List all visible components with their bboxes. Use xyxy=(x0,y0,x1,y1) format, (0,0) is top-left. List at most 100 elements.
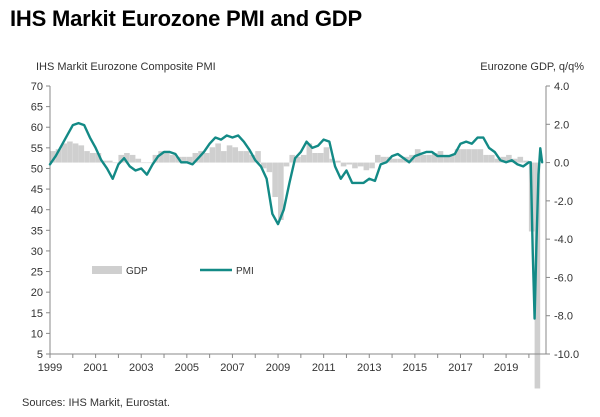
left-axis-label: IHS Markit Eurozone Composite PMI xyxy=(36,61,216,73)
gdp-bar xyxy=(300,154,307,163)
gdp-bar xyxy=(369,162,375,169)
gdp-bar xyxy=(118,154,124,163)
gdp-bar xyxy=(517,156,524,163)
gdp-bar xyxy=(192,153,199,163)
gdp-bar xyxy=(186,156,193,163)
gdp-bar xyxy=(335,160,341,163)
gdp-bar xyxy=(289,154,296,163)
gdp-bar xyxy=(112,162,119,164)
left-tick-label: 40 xyxy=(31,205,43,217)
gdp-bar xyxy=(215,143,221,163)
gdp-bar xyxy=(158,151,164,163)
gdp-bar xyxy=(523,160,529,163)
gdp-bar xyxy=(340,162,347,167)
gdp-bar xyxy=(238,151,244,163)
gdp-bar xyxy=(471,149,478,163)
gdp-bar xyxy=(278,162,284,220)
gdp-bar xyxy=(483,154,489,163)
left-tick-label: 20 xyxy=(31,287,43,299)
right-tick-label: 4.0 xyxy=(554,81,569,93)
gdp-bar xyxy=(346,162,353,165)
gdp-bar xyxy=(72,143,79,163)
left-tick-label: 65 xyxy=(31,102,43,114)
gdp-bar xyxy=(317,153,324,163)
gdp-bar xyxy=(203,153,210,163)
left-tick-label: 25 xyxy=(31,267,43,279)
gdp-bar xyxy=(431,153,438,163)
x-tick-label: 2007 xyxy=(220,362,244,374)
left-tick-label: 5 xyxy=(37,349,43,361)
gdp-bar xyxy=(357,162,364,167)
gdp-bar xyxy=(146,162,153,164)
x-tick-label: 2015 xyxy=(403,362,427,374)
gdp-bar xyxy=(243,151,250,163)
left-tick-label: 45 xyxy=(31,184,43,196)
gdp-bar xyxy=(226,145,233,163)
gdp-bar xyxy=(494,158,501,163)
gdp-bar xyxy=(500,156,506,163)
gdp-bar xyxy=(420,154,427,163)
gdp-bar xyxy=(95,153,102,163)
gdp-bar xyxy=(255,151,261,163)
gdp-bar xyxy=(511,158,518,163)
x-tick-label: 2001 xyxy=(83,362,107,374)
gdp-bar xyxy=(232,147,239,163)
left-tick-label: 70 xyxy=(31,81,43,93)
axes xyxy=(46,85,550,358)
gdp-bar xyxy=(392,158,398,163)
x-tick-label: 1999 xyxy=(38,362,62,374)
pmi-line xyxy=(48,121,544,320)
gdp-bar xyxy=(477,149,484,163)
x-tick-label: 2017 xyxy=(448,362,472,374)
gdp-bar xyxy=(397,158,404,163)
gdp-bar xyxy=(266,162,273,173)
left-tick-label: 10 xyxy=(31,328,43,340)
legend-gdp-swatch xyxy=(92,266,122,274)
gdp-bar xyxy=(50,151,56,163)
gdp-bars xyxy=(50,141,541,389)
right-tick-label: 2.0 xyxy=(554,119,569,131)
gdp-bar xyxy=(506,154,512,163)
gdp-bar xyxy=(181,156,187,163)
gdp-bar xyxy=(460,149,467,163)
gdp-bar xyxy=(124,153,130,163)
source-note: Sources: IHS Markit, Eurostat. xyxy=(22,397,170,409)
gdp-bar xyxy=(84,151,90,163)
legend-pmi-label: PMI xyxy=(236,266,254,277)
gdp-bar xyxy=(89,153,96,163)
x-tick-label: 2019 xyxy=(494,362,518,374)
gdp-bar xyxy=(323,147,330,163)
right-tick-label: -8.0 xyxy=(554,311,573,323)
x-tick-label: 2009 xyxy=(266,362,290,374)
gdp-bar xyxy=(380,156,387,163)
gdp-bar xyxy=(295,156,301,163)
left-tick-labels: 70 65 60 55 50 45 40 35 30 25 20 15 10 5 xyxy=(31,81,43,361)
x-tick-label: 2011 xyxy=(312,362,336,374)
gdp-bar xyxy=(329,158,335,163)
gdp-bar xyxy=(141,162,147,164)
gdp-bar xyxy=(78,145,85,163)
left-tick-label: 55 xyxy=(31,143,43,155)
right-tick-label: -6.0 xyxy=(554,272,573,284)
right-tick-label: -4.0 xyxy=(554,234,573,246)
left-tick-label: 15 xyxy=(31,308,43,320)
gdp-bar xyxy=(135,158,142,163)
gdp-bar xyxy=(443,156,449,163)
x-tick-label: 2005 xyxy=(175,362,199,374)
x-tick-label: 2003 xyxy=(129,362,153,374)
right-tick-label: -2.0 xyxy=(554,196,573,208)
gdp-bar xyxy=(312,153,318,163)
gdp-bar xyxy=(164,153,170,163)
left-tick-label: 60 xyxy=(31,122,43,134)
gdp-bar xyxy=(221,151,227,163)
right-axis-label: Eurozone GDP, q/q% xyxy=(480,61,584,73)
left-tick-label: 30 xyxy=(31,246,43,258)
gdp-bar xyxy=(534,162,541,389)
right-tick-label: 0.0 xyxy=(554,158,569,170)
gdp-bar xyxy=(488,154,495,163)
gdp-bar xyxy=(260,162,267,169)
gdp-bar xyxy=(129,154,136,163)
gdp-bar xyxy=(61,143,67,163)
gdp-bar xyxy=(169,154,176,163)
